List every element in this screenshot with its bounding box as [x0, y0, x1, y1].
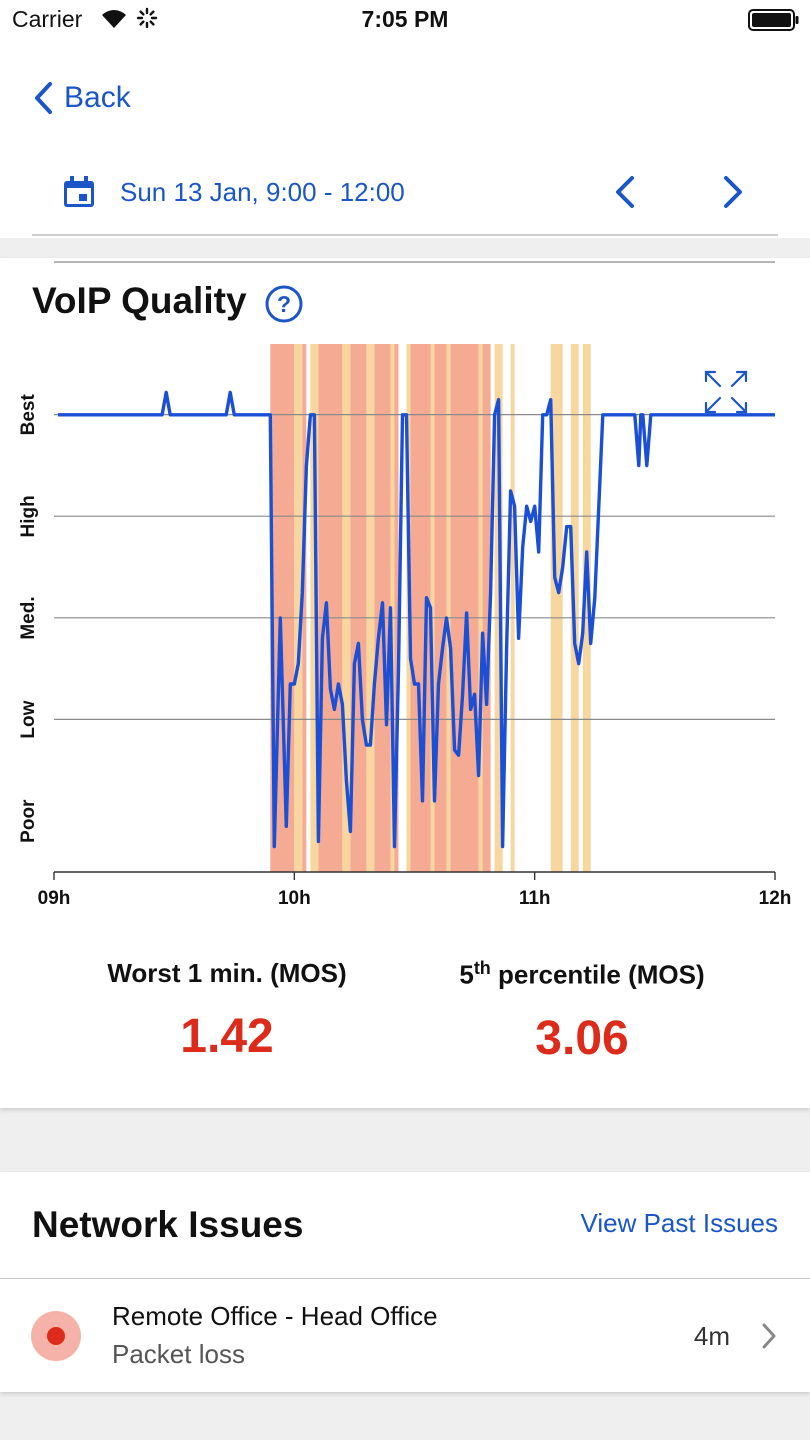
worst-minute-label: Worst 1 min. (MOS): [107, 958, 347, 988]
svg-text:?: ?: [277, 291, 291, 317]
quality-band: [446, 344, 451, 872]
y-axis-label: High: [18, 495, 39, 537]
x-tick-label: 12h: [759, 888, 792, 909]
y-axis-label: Low: [18, 700, 39, 738]
calendar-icon: [64, 176, 94, 207]
help-icon[interactable]: ?: [264, 284, 304, 324]
back-button[interactable]: Back: [32, 76, 131, 120]
quality-band: [342, 344, 351, 872]
battery-icon: [748, 9, 799, 31]
wifi-icon: [102, 10, 126, 28]
quality-band: [318, 344, 343, 872]
activity-spinner-icon: [136, 7, 158, 29]
quality-band: [294, 344, 303, 872]
percentile-number: 5: [459, 959, 474, 990]
y-axis-label: Med.: [18, 596, 39, 639]
percentile-metric: 5th percentile (MOS) 3.06: [382, 958, 782, 1066]
percentile-label: 5th percentile (MOS): [382, 958, 782, 991]
quality-band: [582, 344, 591, 872]
voip-quality-title: VoIP Quality: [32, 280, 247, 321]
quality-band: [302, 344, 307, 872]
date-range-label: Sun 13 Jan, 9:00 - 12:00: [120, 176, 405, 207]
x-tick-label: 09h: [38, 888, 71, 909]
date-range-selector[interactable]: Sun 13 Jan, 9:00 - 12:00: [62, 172, 405, 212]
quality-band: [482, 344, 491, 872]
quality-band: [450, 344, 479, 872]
status-time: 7:05 PM: [361, 6, 449, 32]
quality-band: [410, 344, 431, 872]
mos-series-line: [58, 390, 775, 849]
x-tick-label: 10h: [278, 888, 311, 909]
issue-title: Remote Office - Head Office: [112, 1301, 438, 1331]
voip-quality-chart: Poor Low Med. High Best 09h 10h 11h 12h: [18, 261, 792, 909]
severity-indicator-icon: [31, 1311, 81, 1361]
percentile-value: 3.06: [535, 1011, 629, 1065]
carrier-label: Carrier: [12, 6, 83, 32]
quality-band: [430, 344, 435, 872]
network-issues-card: Network Issues View Past Issues Remote O…: [0, 1172, 810, 1392]
status-bar: Carrier 7:05 PM: [0, 0, 810, 40]
percentile-text: percentile (MOS): [490, 959, 705, 990]
issues-divider: [0, 1278, 810, 1279]
chevron-right-icon: [762, 1323, 776, 1349]
quality-band: [478, 344, 483, 872]
worst-minute-value: 1.42: [180, 1010, 274, 1063]
y-axis-label: Poor: [18, 799, 39, 843]
quality-band: [510, 344, 515, 872]
issue-age: 4m: [693, 1321, 730, 1351]
percentile-suffix: th: [473, 958, 491, 978]
header: Back Sun 13 Jan, 9:00 - 12:00: [0, 40, 810, 238]
view-past-issues-link[interactable]: View Past Issues: [580, 1208, 778, 1238]
x-tick-label: 11h: [519, 888, 551, 909]
quality-band: [366, 344, 375, 872]
network-issues-title: Network Issues: [32, 1204, 304, 1245]
issue-list-item[interactable]: Remote Office - Head Office Packet loss …: [0, 1279, 810, 1392]
quality-band: [394, 344, 399, 872]
quality-band: [350, 344, 367, 872]
expand-chart-icon[interactable]: [704, 370, 748, 414]
issue-subtitle: Packet loss: [112, 1339, 245, 1369]
y-axis-label: Best: [18, 394, 39, 436]
quality-band: [494, 344, 503, 872]
chevron-left-icon: [35, 82, 52, 114]
next-period-button[interactable]: [714, 172, 750, 212]
severity-dot: [47, 1327, 65, 1345]
voip-quality-card: VoIP Quality ? Poor Low Med. High Best 09h 10h…: [0, 258, 810, 1108]
header-divider: [32, 234, 778, 236]
quality-band: [390, 344, 395, 872]
previous-period-button[interactable]: [608, 172, 644, 212]
back-label: Back: [64, 81, 131, 114]
worst-minute-metric: Worst 1 min. (MOS) 1.42: [27, 958, 427, 1064]
quality-band: [310, 344, 319, 872]
